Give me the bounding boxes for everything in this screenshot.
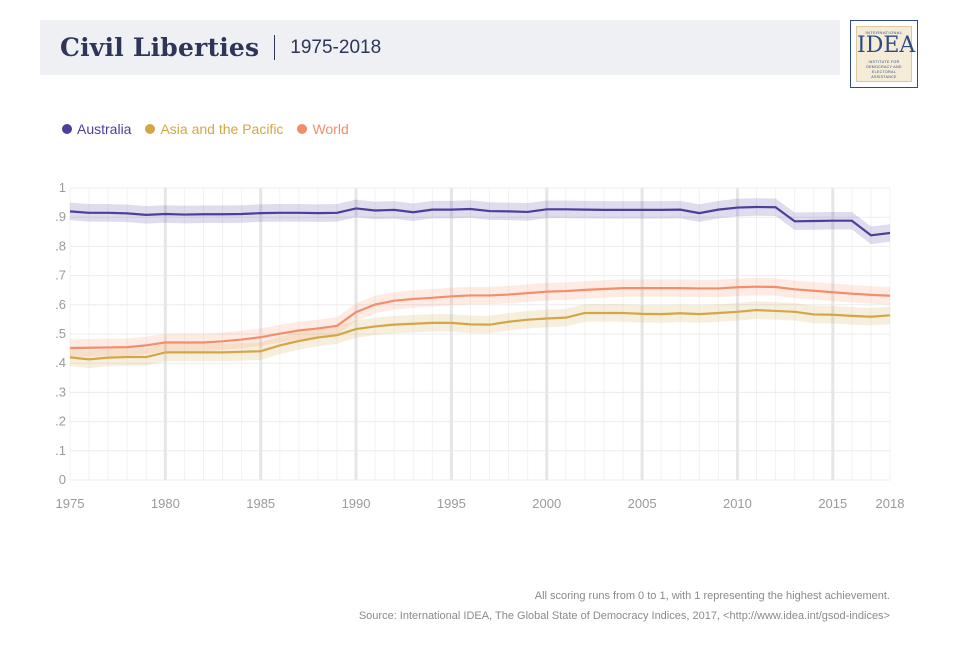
x-tick-label: 2000 bbox=[532, 496, 561, 511]
idea-logo: INTERNATIONAL IDEA INSTITUTE FOR DEMOCRA… bbox=[850, 20, 918, 88]
y-tick-label: .1 bbox=[55, 443, 66, 458]
x-tick-label: 2005 bbox=[628, 496, 657, 511]
x-tick-label: 2010 bbox=[723, 496, 752, 511]
y-tick-label: 0 bbox=[59, 472, 66, 487]
y-tick-label: .6 bbox=[55, 297, 66, 312]
title-divider bbox=[274, 35, 276, 60]
chart-header: Civil Liberties 1975-2018 bbox=[40, 20, 840, 75]
y-tick-label: .8 bbox=[55, 238, 66, 253]
confidence-band-australia bbox=[70, 198, 890, 245]
logo-top-text: INTERNATIONAL bbox=[865, 30, 903, 35]
series-line-asia-and-the-pacific bbox=[69, 308, 891, 361]
legend-item-world[interactable]: World bbox=[297, 121, 349, 137]
x-tick-label: 1995 bbox=[437, 496, 466, 511]
y-tick-label: .7 bbox=[55, 268, 66, 283]
logo-panel: INTERNATIONAL IDEA INSTITUTE FOR DEMOCRA… bbox=[856, 26, 916, 82]
legend-label-world: World bbox=[312, 121, 349, 137]
x-tick-label: 2015 bbox=[818, 496, 847, 511]
page-title: Civil Liberties bbox=[60, 33, 260, 62]
y-tick-label: .5 bbox=[55, 326, 66, 341]
y-tick-label: 1 bbox=[59, 180, 66, 195]
x-tick-label: 1980 bbox=[151, 496, 180, 511]
x-tick-label: 1990 bbox=[342, 496, 371, 511]
y-tick-label: .2 bbox=[55, 414, 66, 429]
legend-dot-world bbox=[297, 124, 308, 134]
x-tick-label: 2018 bbox=[876, 496, 905, 511]
chart-legend: Australia Asia and the Pacific World bbox=[62, 121, 363, 137]
scoring-note: All scoring runs from 0 to 1, with 1 rep… bbox=[534, 590, 890, 602]
confidence-band-asia-and-the-pacific bbox=[70, 301, 890, 369]
series-line-world bbox=[69, 285, 891, 350]
x-tick-label: 1975 bbox=[56, 496, 85, 511]
y-tick-label: .3 bbox=[55, 384, 66, 399]
legend-item-asia-pacific[interactable]: Asia and the Pacific bbox=[145, 121, 283, 137]
legend-label-australia: Australia bbox=[77, 121, 132, 137]
logo-sub-text: INSTITUTE FOR DEMOCRACY AND ELECTORAL AS… bbox=[866, 60, 902, 79]
legend-dot-australia bbox=[62, 124, 72, 134]
y-tick-label: .9 bbox=[55, 209, 66, 224]
legend-dot-asia-pacific bbox=[145, 124, 156, 134]
confidence-band-world bbox=[70, 277, 890, 357]
source-note: Source: International IDEA, The Global S… bbox=[358, 610, 890, 622]
legend-label-asia-pacific: Asia and the Pacific bbox=[160, 121, 284, 137]
y-tick-label: .4 bbox=[55, 355, 66, 370]
logo-mark: IDEA bbox=[857, 33, 916, 58]
legend-item-australia[interactable]: Australia bbox=[62, 121, 131, 137]
x-tick-label: 1985 bbox=[246, 496, 275, 511]
series-line-australia bbox=[69, 205, 891, 237]
page-subtitle: 1975-2018 bbox=[290, 36, 382, 58]
